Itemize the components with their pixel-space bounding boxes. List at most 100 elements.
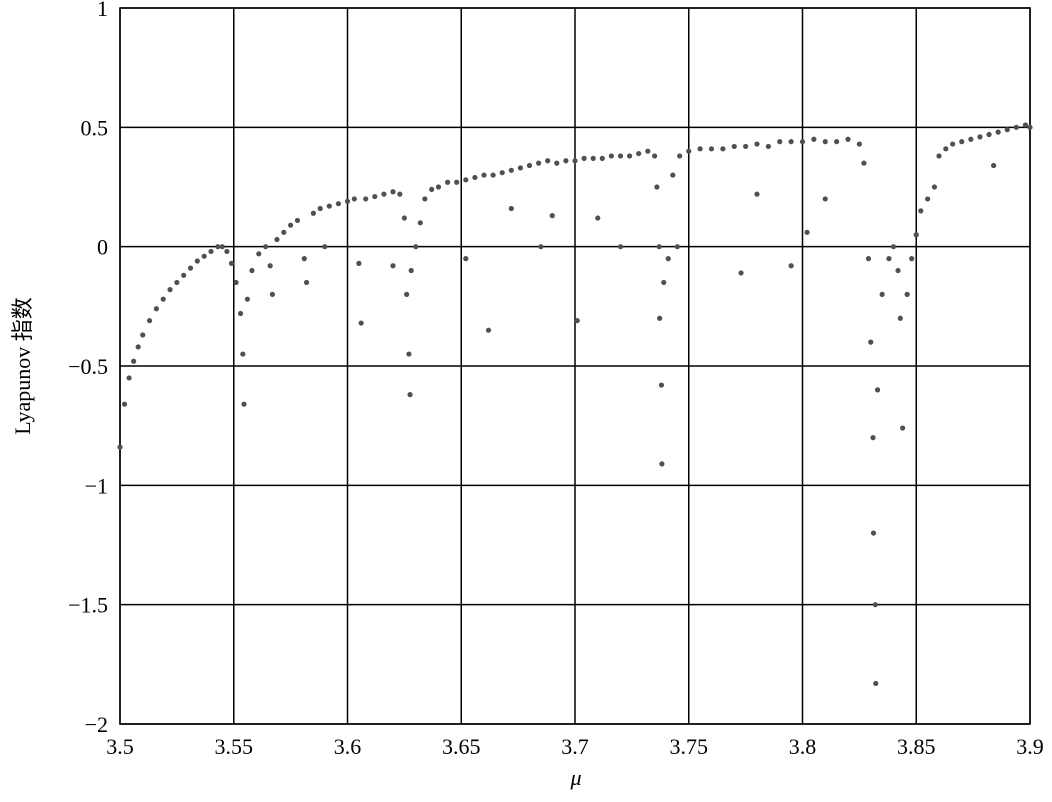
point [674,244,680,250]
point [822,196,828,202]
point [545,158,551,164]
point [174,279,180,286]
y-tick-label: −1 [85,473,108,498]
point [358,320,364,326]
point [574,318,580,324]
point [390,189,396,195]
point [918,208,924,214]
x-tick-label: 3.7 [561,734,589,759]
y-tick-label: −0.5 [68,354,108,379]
point [654,184,660,190]
point [244,296,250,302]
point [1022,122,1029,128]
plot-frame [119,7,1031,725]
point [126,375,132,381]
point [381,191,387,197]
point [490,172,496,178]
point [868,339,874,345]
y-tick-label: 0.5 [81,115,109,140]
point [931,184,938,190]
point [731,143,737,150]
point [665,256,671,262]
point [950,141,956,147]
point [657,315,663,321]
point [861,160,867,166]
point [870,530,877,536]
point [445,179,451,185]
point [697,146,703,152]
x-tick-label: 3.65 [442,734,481,759]
point [777,139,783,145]
point [335,201,341,207]
y-tick-label: 0 [97,235,108,260]
point [201,253,207,259]
point [454,179,460,185]
point [670,172,676,178]
point [406,351,412,357]
point [508,167,514,173]
point [267,263,273,269]
point [986,131,992,138]
point [317,205,323,212]
point [1013,124,1019,130]
point [117,444,123,450]
point [904,291,910,297]
point [581,155,587,161]
point [167,287,173,293]
point [390,263,396,269]
point [925,196,931,202]
x-axis-label: μ [569,765,581,790]
point [856,141,862,147]
y-tick-label: −1.5 [68,593,108,618]
point [834,139,840,145]
point [1004,127,1010,133]
point [429,186,435,192]
point [538,244,544,250]
point [656,244,662,250]
point [356,260,362,266]
point [738,270,744,276]
x-tick-label: 3.75 [670,734,709,759]
point [228,260,235,266]
point [508,205,514,212]
x-tick-label: 3.5 [106,734,134,759]
point [897,315,903,321]
x-tick-label: 3.55 [215,734,254,759]
point [237,310,244,317]
point [765,143,771,150]
point [991,162,997,169]
point [140,332,146,338]
point [499,170,505,176]
point [1027,124,1033,130]
point [754,191,760,197]
y-axis-label: Lyapunov 指数 [10,297,35,435]
point [627,153,633,159]
point [160,296,166,302]
point [422,196,428,202]
point [397,191,403,197]
point [224,248,230,255]
point [870,435,876,441]
point [909,256,915,262]
point [322,244,328,250]
point [708,146,715,152]
point [659,461,665,467]
point [363,196,369,202]
point [249,267,255,274]
point [677,153,683,159]
point [303,279,310,286]
point [372,193,378,200]
point [326,203,332,209]
point [886,256,892,262]
point [485,327,492,333]
point [874,387,881,393]
point [526,162,533,169]
point [281,229,287,235]
point [274,236,280,243]
point [517,165,524,171]
point [943,146,949,152]
point [977,134,983,140]
point [872,602,878,608]
point [900,425,906,431]
